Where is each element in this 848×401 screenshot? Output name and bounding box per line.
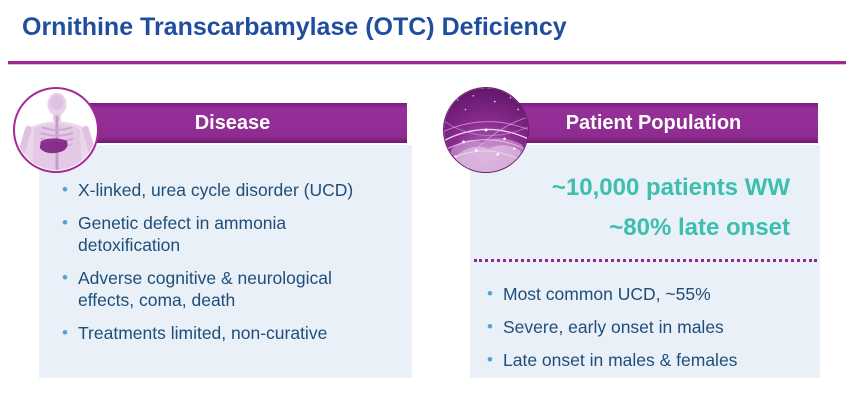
disease-bullet-text: Genetic defect in ammonia detoxification — [78, 213, 287, 255]
bullet-dot-icon: • — [487, 284, 493, 303]
human-anatomy-liver-icon — [13, 87, 99, 173]
disease-bullet-text: Adverse cognitive & neurological effects… — [78, 268, 332, 310]
list-item: • X-linked, urea cycle disorder (UCD) — [62, 179, 378, 201]
bullet-dot-icon: • — [487, 317, 493, 336]
disease-bullet-list: • X-linked, urea cycle disorder (UCD) • … — [62, 179, 378, 355]
bullet-dot-icon: • — [62, 323, 68, 342]
disease-bullet-text: Treatments limited, non-curative — [78, 323, 328, 343]
patient-bullet-text: Severe, early onset in males — [503, 317, 724, 337]
bullet-dot-icon: • — [62, 180, 68, 199]
disease-header-label: Disease — [194, 111, 271, 134]
patient-header-label: Patient Population — [565, 111, 742, 134]
patient-header-banner: Patient Population — [489, 103, 818, 143]
slide-title: Ornithine Transcarbamylase (OTC) Deficie… — [22, 13, 567, 41]
list-item: • Treatments limited, non-curative — [62, 322, 378, 344]
bullet-dot-icon: • — [487, 350, 493, 369]
dotted-divider — [474, 259, 817, 262]
patient-stats: ~10,000 patients WW ~80% late onset — [480, 168, 790, 248]
disease-bullet-text: X-linked, urea cycle disorder (UCD) — [78, 180, 354, 200]
list-item: • Genetic defect in ammonia detoxificati… — [62, 212, 378, 256]
stat-patients-ww: ~10,000 patients WW — [551, 174, 790, 201]
title-divider — [8, 61, 846, 65]
list-item: • Adverse cognitive & neurological effec… — [62, 267, 378, 311]
disease-panel — [39, 145, 412, 378]
list-item: • Late onset in males & females — [487, 349, 807, 371]
patient-bullet-text: Late onset in males & females — [503, 350, 738, 370]
globe-network-icon — [443, 87, 529, 173]
list-item: • Severe, early onset in males — [487, 316, 807, 338]
bullet-dot-icon: • — [62, 268, 68, 287]
patient-bullet-list: • Most common UCD, ~55% • Severe, early … — [487, 283, 807, 382]
list-item: • Most common UCD, ~55% — [487, 283, 807, 305]
stat-late-onset: ~80% late onset — [609, 214, 790, 241]
bullet-dot-icon: • — [62, 213, 68, 232]
patient-bullet-text: Most common UCD, ~55% — [503, 284, 711, 304]
disease-header-banner: Disease — [58, 103, 407, 143]
